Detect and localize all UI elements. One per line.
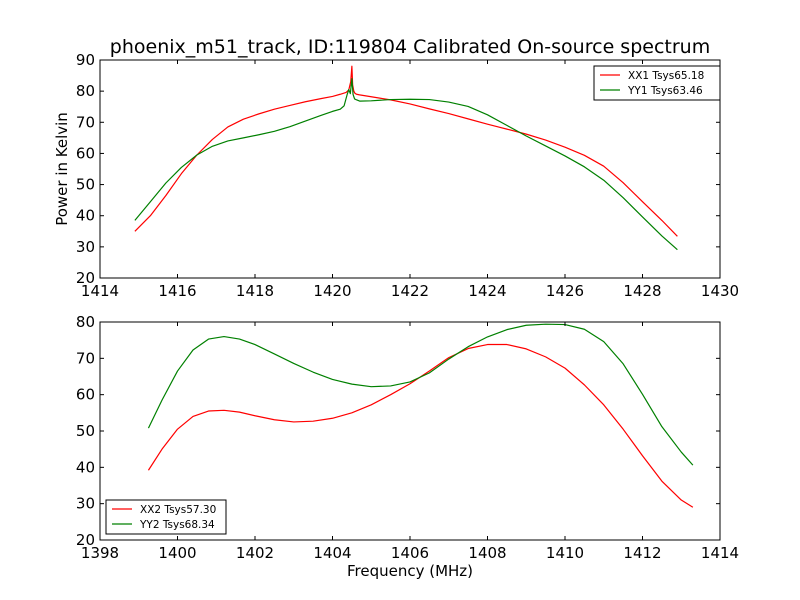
- y-tick-label: 90: [76, 51, 95, 69]
- legend-box: [593, 65, 721, 101]
- y-tick-label: 60: [76, 144, 95, 162]
- x-tick-label: 1398: [81, 544, 119, 562]
- x-tick-label: 1414: [701, 544, 739, 562]
- bottom-legend: XX2 Tsys57.30 YY2 Tsys68.34: [105, 499, 227, 535]
- y-tick-label: 80: [76, 313, 95, 331]
- x-tick-label: 1414: [81, 282, 119, 300]
- legend-label-2: YY2 Tsys68.34: [139, 519, 215, 531]
- x-tick-label: 1420: [313, 282, 351, 300]
- figure-title: phoenix_m51_track, ID:119804 Calibrated …: [110, 36, 710, 58]
- y-tick-label: 70: [76, 113, 95, 131]
- legend-label-2: YY1 Tsys63.46: [627, 85, 703, 97]
- bottom-series-line-2: [147, 323, 694, 466]
- x-tick-label: 1402: [236, 544, 274, 562]
- y-tick-label: 30: [76, 495, 95, 513]
- bottom-series-line-1: [147, 343, 694, 508]
- x-tick-label: 1416: [158, 282, 196, 300]
- y-tick-label: 20: [76, 269, 95, 287]
- top-legend: XX1 Tsys65.18 YY1 Tsys63.46: [593, 65, 721, 101]
- legend-label-1: XX2 Tsys57.30: [140, 504, 216, 516]
- y-tick-label: 30: [76, 238, 95, 256]
- y-tick-label: 50: [76, 176, 95, 194]
- y-tick-label: 40: [76, 458, 95, 476]
- x-axis-label: Frequency (MHz): [347, 562, 473, 580]
- legend-label-1: XX1 Tsys65.18: [628, 70, 704, 82]
- x-tick-label: 1418: [236, 282, 274, 300]
- y-axis-label: Power in Kelvin: [53, 112, 71, 226]
- x-tick-label: 1426: [546, 282, 584, 300]
- top-series-line-1: [134, 65, 678, 237]
- y-tick-label: 40: [76, 207, 95, 225]
- x-tick-label: 1412: [623, 544, 661, 562]
- x-tick-label: 1410: [546, 544, 584, 562]
- bottom-spectrum-panel: 1398 1400 1402 1404 1406 1408 1410 1412 1414 20 30…: [76, 313, 739, 562]
- y-tick-label: 80: [76, 82, 95, 100]
- y-tick-label: 50: [76, 422, 95, 440]
- y-tick-label: 20: [76, 531, 95, 549]
- x-tick-label: 1406: [391, 544, 429, 562]
- x-tick-label: 1408: [468, 544, 506, 562]
- x-tick-label: 1430: [701, 282, 739, 300]
- x-tick-label: 1422: [391, 282, 429, 300]
- top-series-line-2: [134, 78, 678, 251]
- y-tick-label: 70: [76, 349, 95, 367]
- legend-box: [105, 499, 227, 535]
- x-tick-label: 1424: [468, 282, 506, 300]
- x-tick-label: 1404: [313, 544, 351, 562]
- y-tick-label: 60: [76, 386, 95, 404]
- top-spectrum-panel: 1414 1416 1418 1420 1422 1424 1426 1428 1430 20 30…: [76, 51, 739, 300]
- x-tick-label: 1400: [158, 544, 196, 562]
- x-tick-label: 1428: [623, 282, 661, 300]
